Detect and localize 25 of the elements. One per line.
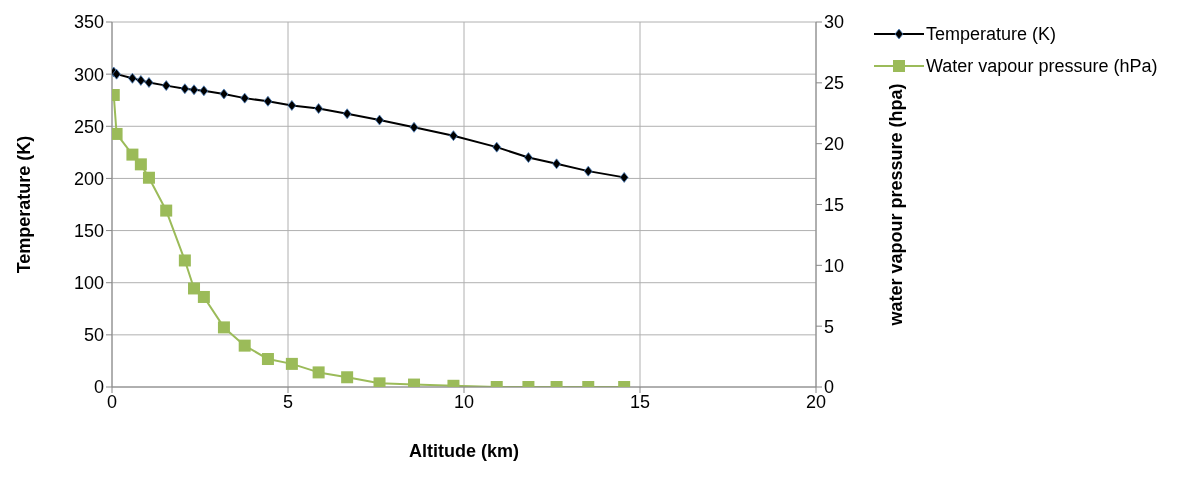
y-tick-label: 350 <box>73 12 104 33</box>
y2-tick-label: 5 <box>824 316 835 337</box>
x-axis-title: Altitude (km) <box>409 441 519 461</box>
x-tick-label: 5 <box>282 391 294 412</box>
x-tick-label: 0 <box>106 391 118 412</box>
x-tick-label: 10 <box>453 391 475 412</box>
y-axis-title: Temperature (K) <box>14 135 35 274</box>
legend-label: Water vapour pressure (hPa) <box>926 55 1158 77</box>
y2-tick-label: 0 <box>824 377 835 398</box>
y2-axis-title: water vapour pressure (hpa) <box>886 83 907 327</box>
y-tick-label: 200 <box>73 168 104 189</box>
legend-label: Temperature (K) <box>926 23 1057 45</box>
x-tick-label: 15 <box>629 391 651 412</box>
y-tick-label: 250 <box>73 116 104 137</box>
y2-tick-label: 25 <box>824 73 845 94</box>
y-tick-label: 300 <box>73 64 104 85</box>
x-tick-label: 20 <box>805 391 827 412</box>
y2-tick-label: 15 <box>824 194 845 215</box>
y-tick-label: 0 <box>93 377 104 398</box>
y-tick-label: 50 <box>83 325 104 346</box>
y-tick-label: 150 <box>73 220 104 241</box>
y2-tick-label: 10 <box>824 255 845 276</box>
y2-tick-label: 30 <box>824 12 845 33</box>
y2-tick-label: 20 <box>824 134 845 155</box>
y-tick-label: 100 <box>73 273 104 294</box>
